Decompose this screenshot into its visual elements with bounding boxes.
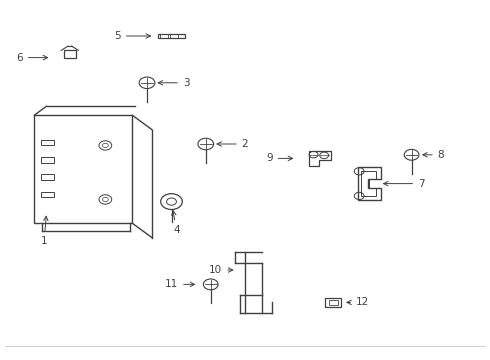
- Text: 2: 2: [217, 139, 248, 149]
- Text: 7: 7: [384, 179, 425, 189]
- Text: 12: 12: [347, 297, 369, 307]
- Text: 1: 1: [41, 216, 48, 246]
- Text: 10: 10: [209, 265, 233, 275]
- Text: 11: 11: [165, 279, 195, 289]
- Text: 5: 5: [114, 31, 150, 41]
- Text: 4: 4: [172, 211, 180, 235]
- Text: 9: 9: [266, 153, 293, 163]
- Text: 3: 3: [158, 78, 190, 88]
- Text: 8: 8: [423, 150, 444, 160]
- Text: 6: 6: [16, 53, 48, 63]
